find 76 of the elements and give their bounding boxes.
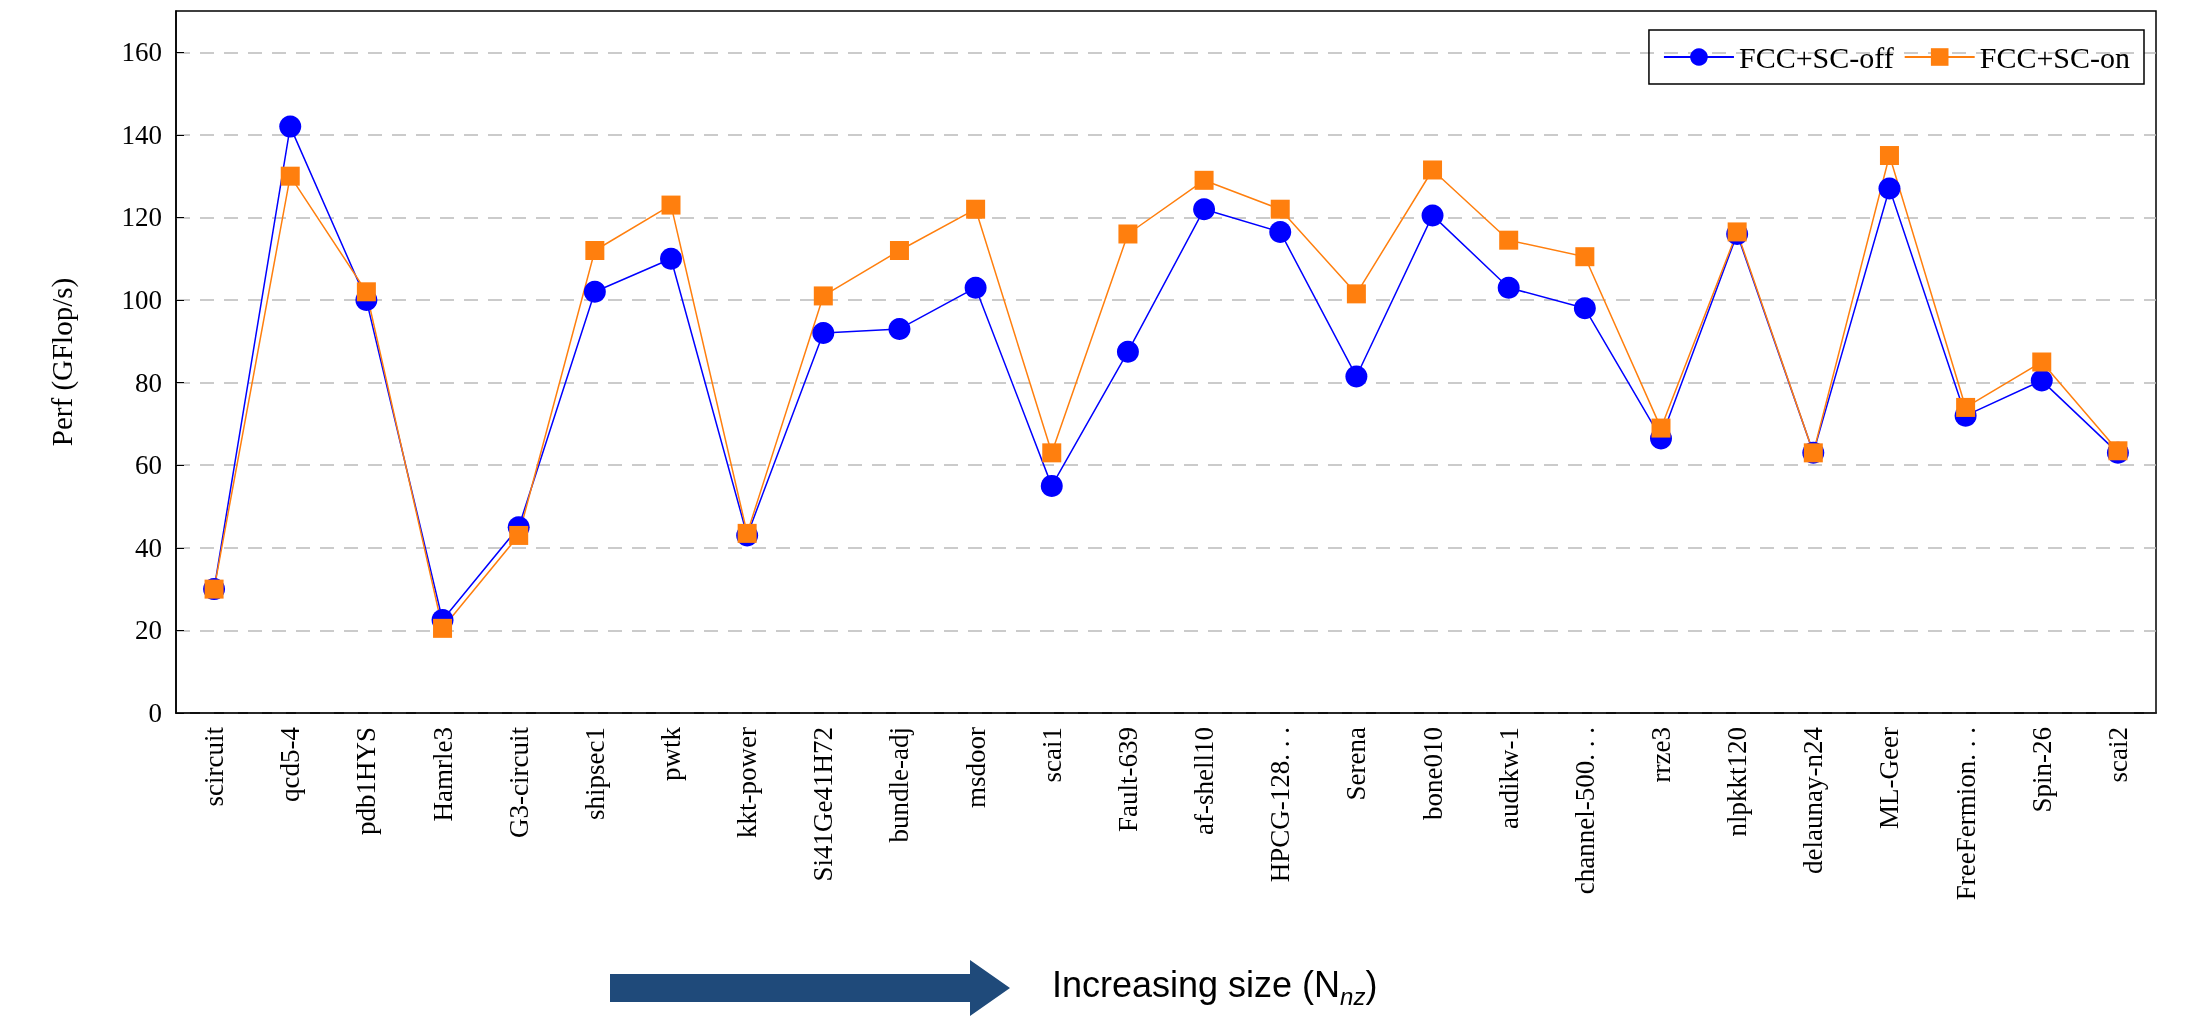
point — [1346, 284, 1366, 304]
x-tick-label: qcd5-4 — [275, 726, 306, 802]
point — [1118, 224, 1138, 244]
point — [2032, 352, 2052, 372]
legend-label: FCC+SC-off — [1738, 40, 1894, 74]
point — [889, 241, 909, 261]
point — [1651, 418, 1671, 438]
point — [888, 317, 911, 340]
point — [1575, 247, 1595, 267]
y-tick-label: 140 — [121, 119, 162, 150]
point — [1878, 177, 1901, 200]
x-tick-label: HPCG-128. . . — [1265, 727, 1296, 883]
x-tick-label: af-shell10 — [1189, 727, 1220, 835]
point — [964, 276, 987, 299]
point — [1573, 297, 1596, 320]
point — [1497, 276, 1520, 299]
point — [1270, 199, 1290, 219]
x-tick-label: rrze3 — [1646, 727, 1676, 783]
y-axis-title: Perf (GFlop/s) — [45, 277, 79, 447]
y-tick-label: 40 — [135, 532, 162, 563]
x-tick-label: ML-Geer — [1874, 727, 1905, 829]
y-tick-label: 120 — [121, 202, 162, 233]
point — [1040, 474, 1063, 497]
text: Increasing size (N$_{nz}$) — [1052, 964, 1378, 1012]
x-tick-label: FreeFermion. . . — [1950, 727, 1981, 901]
point — [1423, 160, 1443, 180]
y-tick-label: 160 — [121, 37, 162, 68]
x-tick-label: Si41Ge41H72 — [808, 727, 839, 882]
point — [583, 280, 606, 303]
x-tick-label: scai2 — [2102, 727, 2133, 783]
point — [1421, 204, 1444, 227]
point — [279, 115, 302, 138]
x-tick-label: delaunay-n24 — [1798, 726, 1829, 874]
point — [356, 282, 376, 302]
point — [2030, 369, 2053, 392]
y-tick-label: 20 — [135, 615, 162, 646]
legend-label: FCC+SC-on — [1979, 40, 2130, 74]
x-tick-label: shipsec1 — [579, 727, 610, 820]
y-tick-label: 100 — [121, 285, 162, 316]
point — [966, 199, 986, 219]
point — [585, 241, 605, 261]
x-tick-label: Serena — [1341, 726, 1372, 801]
x-tick-label: Spin-26 — [2026, 727, 2057, 813]
point — [1879, 146, 1899, 166]
x-tick-label: G3-circuit — [503, 726, 534, 838]
point — [660, 247, 682, 270]
point — [813, 286, 833, 306]
point — [661, 195, 681, 215]
x-tick-label: msdoor — [960, 726, 991, 808]
x-tick-label: nlpkkt120 — [1722, 727, 1753, 837]
x-tick-label: kkt-power — [732, 726, 763, 838]
point — [1042, 443, 1062, 463]
x-tick-label: channel-500. . . — [1569, 727, 1600, 895]
point — [280, 166, 300, 186]
point — [433, 618, 453, 638]
point — [1499, 230, 1519, 250]
point — [1956, 397, 1976, 417]
y-tick-label: 80 — [135, 367, 162, 398]
point — [1269, 220, 1292, 243]
point — [509, 525, 529, 545]
point — [1116, 340, 1139, 363]
x-tick-label: scircuit — [199, 726, 230, 807]
x-tick-label: Fault-639 — [1112, 727, 1143, 832]
point — [1345, 365, 1368, 388]
x-tick-label: pwtk — [656, 726, 686, 781]
x-tick-label: bone010 — [1417, 727, 1448, 820]
point — [812, 322, 835, 345]
point — [1194, 170, 1214, 190]
point — [1193, 198, 1216, 221]
y-tick-label: 0 — [148, 698, 162, 728]
x-tick-label: scai1 — [1036, 727, 1067, 783]
x-tick-label: bundle-adj — [884, 727, 915, 843]
y-tick-label: 60 — [135, 450, 162, 481]
x-tick-label: Hamrle3 — [427, 727, 458, 822]
x-tick-label: audikw-1 — [1493, 727, 1524, 829]
x-tick-label: pdb1HYS — [351, 727, 382, 836]
